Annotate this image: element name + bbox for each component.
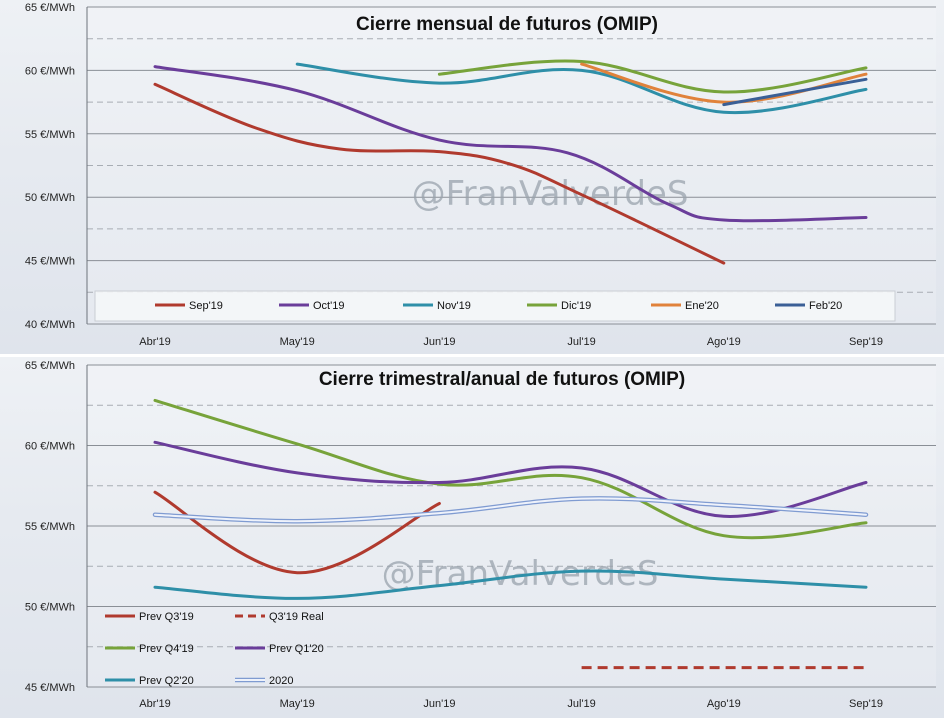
quarterly-y-tick-label: 50 €/MWh	[25, 602, 75, 614]
quarterly-series-2020-line-inner	[154, 497, 867, 523]
quarterly-x-tick-label: May'19	[280, 698, 315, 710]
monthly-x-tick-label: Abr'19	[139, 336, 170, 348]
monthly-y-tick-label: 50 €/MWh	[25, 192, 75, 204]
monthly-y-tick-label: 40 €/MWh	[25, 319, 75, 331]
monthly-series-dic-19-line	[437, 59, 868, 94]
quarterly-y-tick-label: 60 €/MWh	[25, 441, 75, 453]
quarterly-legend-prev-q4-19-label: Prev Q4'19	[139, 643, 194, 655]
monthly-legend-dic-19-label: Dic'19	[561, 300, 591, 312]
monthly-legend-ene-20-label: Ene'20	[685, 300, 719, 312]
quarterly-y-tick-label: 45 €/MWh	[25, 682, 75, 694]
quarterly-y-tick-label: 55 €/MWh	[25, 521, 75, 533]
quarterly-x-tick-label: Jun'19	[423, 698, 455, 710]
monthly-x-tick-label: Jun'19	[423, 336, 455, 348]
quarterly-series-prev-q1-20-line	[153, 440, 868, 518]
monthly-x-tick-label: Jul'19	[567, 336, 595, 348]
monthly-series-feb-20-line	[722, 77, 868, 107]
monthly-y-tick-label: 55 €/MWh	[25, 129, 75, 141]
monthly-title: Cierre mensual de futuros (OMIP)	[356, 14, 658, 35]
quarterly-x-tick-label: Sep'19	[849, 698, 883, 710]
monthly-y-tick-label: 60 €/MWh	[25, 65, 75, 77]
quarterly-legend-prev-q3-19-label: Prev Q3'19	[139, 611, 194, 623]
quarterly-series-prev-q2-20-line	[153, 569, 868, 600]
panel-divider	[0, 354, 944, 357]
monthly-y-tick-label: 65 €/MWh	[25, 2, 75, 14]
monthly-series-nov-19-line	[295, 62, 868, 115]
monthly-chart-panel: 40 €/MWh 45 €/MWh 50 €/MWh 55 €/MWh 60 €/MWh…	[0, 0, 944, 354]
monthly-x-tick-label: Ago'19	[707, 336, 741, 348]
quarterly-x-tick-label: Ago'19	[707, 698, 741, 710]
quarterly-legend-prev-q1-20-label: Prev Q1'20	[269, 643, 324, 655]
monthly-legend-oct-19-label: Oct'19	[313, 300, 344, 312]
monthly-y-tick-label: 45 €/MWh	[25, 256, 75, 268]
monthly-series-sep-19-line	[153, 82, 726, 265]
quarterly-legend-q3-19-real-label: Q3'19 Real	[269, 611, 324, 623]
quarterly-series-prev-q4-19-line	[153, 398, 868, 540]
monthly-legend-feb-20-label: Feb'20	[809, 300, 842, 312]
monthly-legend	[94, 290, 896, 322]
monthly-x-tick-label: May'19	[280, 336, 315, 348]
quarterly-title: Cierre trimestral/anual de futuros (OMIP…	[319, 369, 685, 390]
quarterly-annual-futures-chart: 45 €/MWh 50 €/MWh 55 €/MWh 60 €/MWh 65 €/MWh…	[25, 360, 936, 710]
quarterly-y-tick-label: 65 €/MWh	[25, 360, 75, 372]
monthly-legend-nov-19-label: Nov'19	[437, 300, 471, 312]
quarterly-x-tick-label: Jul'19	[567, 698, 595, 710]
monthly-series-oct-19-line	[153, 65, 868, 223]
monthly-legend-sep-19-label: Sep'19	[189, 300, 223, 312]
monthly-x-tick-label: Sep'19	[849, 336, 883, 348]
quarterly-x-tick-label: Abr'19	[139, 698, 170, 710]
monthly-futures-chart: 40 €/MWh 45 €/MWh 50 €/MWh 55 €/MWh 60 €/MWh…	[25, 2, 936, 348]
monthly-series-ene-20-line	[580, 62, 868, 104]
quarterly-legend-prev-q2-20-label: Prev Q2'20	[139, 675, 194, 687]
quarterly-chart-panel: 45 €/MWh 50 €/MWh 55 €/MWh 60 €/MWh 65 €/MWh…	[0, 357, 944, 718]
quarterly-legend-2020-label: 2020	[269, 675, 293, 687]
